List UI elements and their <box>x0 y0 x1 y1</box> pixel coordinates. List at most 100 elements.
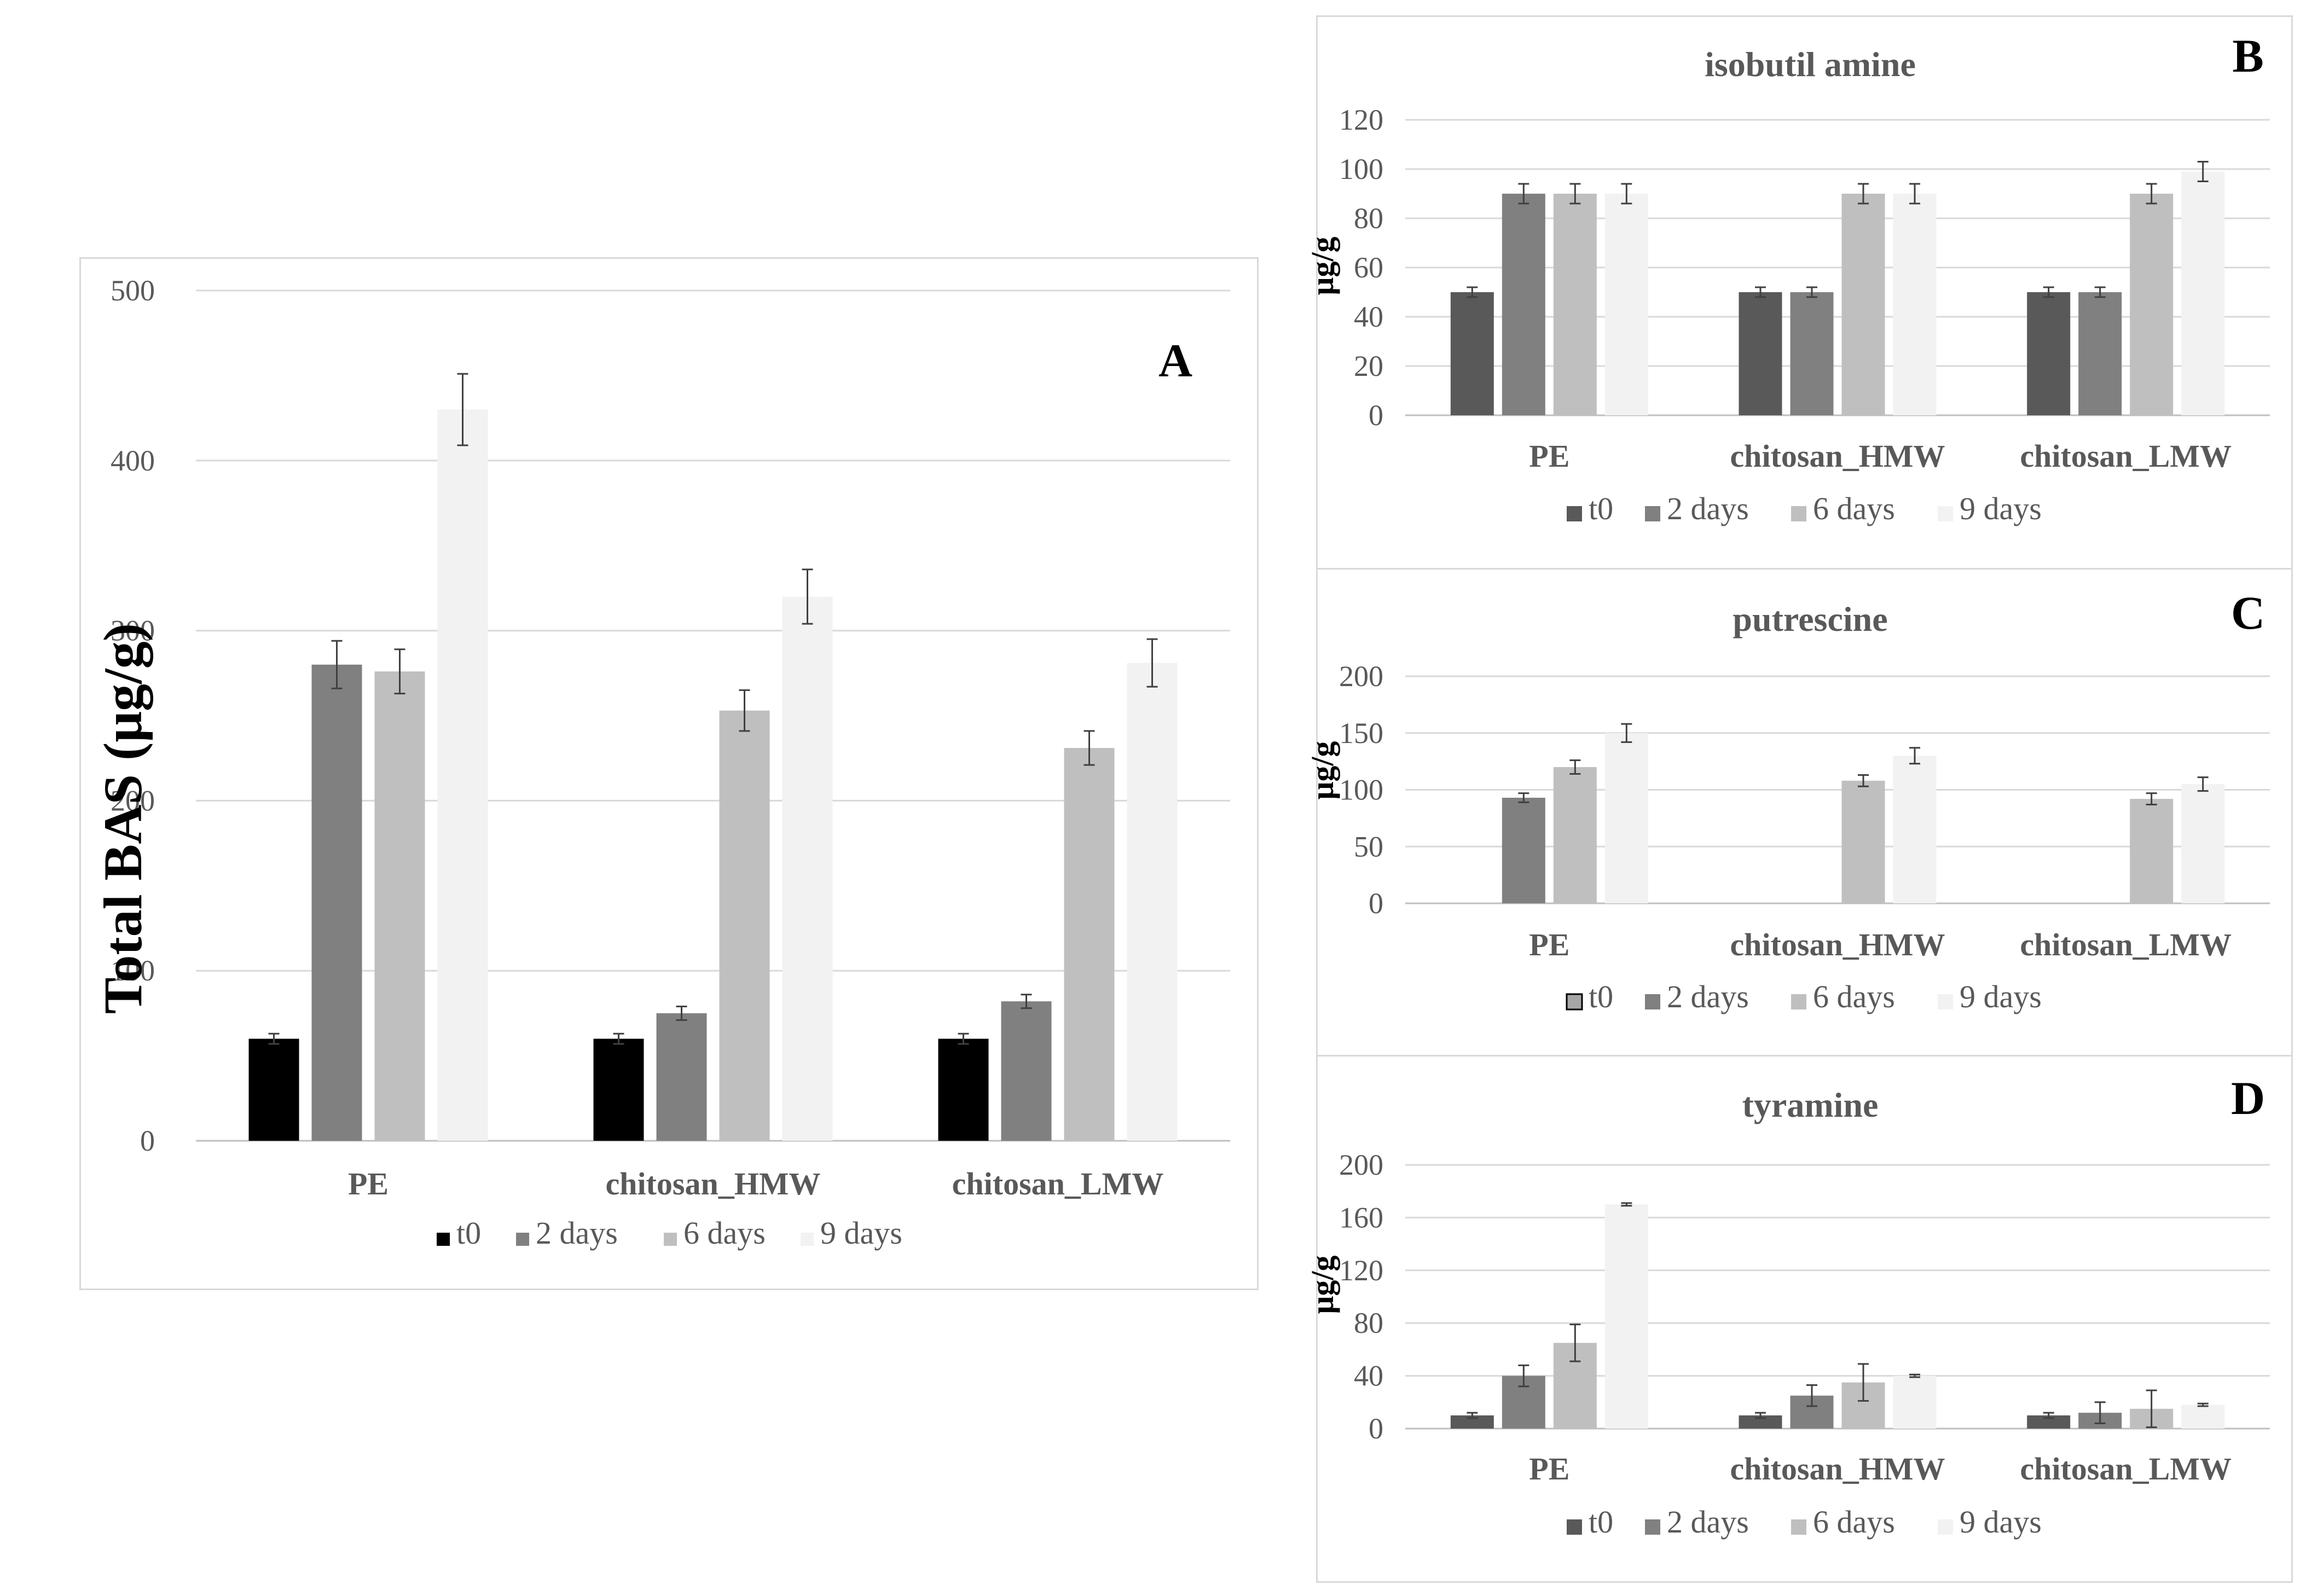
y-axis-label-d: μg/g <box>1305 1256 1340 1314</box>
error-bar-a-PE-6-days <box>394 648 405 695</box>
error-bar-c-PE-6-days <box>1569 759 1581 775</box>
legend-label-c-6-days: 6 days <box>1813 979 1895 1014</box>
legend-label-b-2-days: 2 days <box>1667 491 1749 526</box>
bar-b-PE-9-days <box>1604 194 1648 415</box>
error-bar-a-PE-t0 <box>268 1032 280 1045</box>
y-axis-label-a: Total BAS (μg/g) <box>92 623 153 1014</box>
bar-a-PE-6-days <box>374 671 425 1141</box>
legend-label-c-2-days: 2 days <box>1667 979 1749 1014</box>
y-tick-label-a-100: 100 <box>111 954 155 987</box>
legend-label-d-9-days: 9 days <box>1960 1504 2042 1540</box>
error-bar-a-PE-9-days <box>457 373 468 446</box>
error-bar-d-chitosan_LMW-6-days <box>2146 1389 2157 1429</box>
panel-letter-d: D <box>2231 1072 2265 1124</box>
error-bar-b-chitosan_LMW-t0 <box>2043 286 2054 298</box>
legend-swatch-d-6-days <box>1791 1519 1806 1535</box>
y-tick-label-a-300: 300 <box>111 614 155 647</box>
error-bar-c-chitosan_LMW-6-days <box>2146 792 2157 805</box>
error-bar-c-chitosan_LMW-9-days <box>2197 776 2209 792</box>
error-bar-a-chitosan_LMW-2-days <box>1021 994 1032 1009</box>
category-label-c-PE: PE <box>1529 927 1569 962</box>
y-tick-label-d-160: 160 <box>1339 1201 1383 1234</box>
legend-label-d-t0: t0 <box>1589 1504 1613 1540</box>
chart-panel-b: 0 20 40 60 80 100 120 PE chitosan_HMW chitosan_LM… <box>1305 15 2293 570</box>
y-tick-label-d-40: 40 <box>1354 1360 1383 1392</box>
error-bar-b-PE-9-days <box>1621 183 1632 205</box>
y-tick-label-d-200: 200 <box>1339 1148 1383 1181</box>
error-bar-b-chitosan_LMW-2-days <box>2094 286 2106 298</box>
error-bar-b-PE-t0 <box>1467 286 1478 298</box>
error-bar-a-chitosan_LMW-t0 <box>958 1032 969 1045</box>
legend-swatch-a-6-days <box>664 1233 677 1246</box>
bar-c-chitosan_LMW-6-days <box>2130 799 2174 903</box>
error-bar-c-chitosan_HMW-6-days <box>1858 774 1869 787</box>
bar-c-PE-9-days <box>1604 733 1648 903</box>
legend-label-c-9-days: 9 days <box>1960 979 2042 1014</box>
chart-a-svg: 0 100 200 300 400 500 PE chitosan_HMW chitosan_L… <box>92 274 1230 1251</box>
error-bar-a-chitosan_HMW-9-days <box>802 568 813 625</box>
y-tick-label-d-0: 0 <box>1369 1412 1383 1445</box>
legend-swatch-a-t0 <box>437 1233 450 1246</box>
bar-a-chitosan_LMW-6-days <box>1064 748 1115 1141</box>
chart-title-c: putrescine <box>1733 600 1887 639</box>
legend-label-b-6-days: 6 days <box>1813 491 1895 526</box>
error-bar-a-chitosan_LMW-6-days <box>1084 730 1095 766</box>
y-tick-label-c-50: 50 <box>1354 830 1383 863</box>
legend-swatch-d-2-days <box>1645 1519 1660 1535</box>
error-bar-b-chitosan_LMW-9-days <box>2197 161 2209 182</box>
legend-label-a-t0: t0 <box>456 1215 481 1251</box>
y-tick-label-b-60: 60 <box>1354 251 1383 284</box>
legend-swatch-d-t0 <box>1567 1519 1582 1535</box>
legend-label-d-6-days: 6 days <box>1813 1504 1895 1540</box>
error-bar-a-PE-2-days <box>331 640 343 689</box>
bar-b-chitosan_HMW-9-days <box>1893 194 1937 415</box>
error-bar-d-chitosan_LMW-2-days <box>2094 1401 2106 1424</box>
bar-b-PE-t0 <box>1450 292 1494 415</box>
y-tick-label-a-400: 400 <box>111 444 155 477</box>
bar-a-PE-2-days <box>311 664 362 1141</box>
legend-label-c-t0: t0 <box>1589 979 1613 1014</box>
error-bar-d-chitosan_HMW-t0 <box>1755 1412 1766 1419</box>
error-bar-a-chitosan_HMW-t0 <box>613 1032 624 1045</box>
error-bar-d-chitosan_HMW-9-days <box>1909 1373 1920 1378</box>
category-label-d-chitosan_LMW: chitosan_LMW <box>2020 1451 2232 1487</box>
bar-a-chitosan_LMW-9-days <box>1127 663 1178 1141</box>
error-bar-d-chitosan_LMW-t0 <box>2043 1412 2054 1419</box>
error-bar-a-chitosan_LMW-9-days <box>1146 638 1158 688</box>
error-bar-b-PE-6-days <box>1569 183 1581 205</box>
bar-a-chitosan_LMW-t0 <box>938 1038 989 1141</box>
legend-label-a-9-days: 9 days <box>820 1215 902 1251</box>
bar-b-chitosan_LMW-6-days <box>2130 194 2174 415</box>
bar-b-chitosan_LMW-9-days <box>2181 171 2225 415</box>
error-bar-d-PE-6-days <box>1569 1324 1581 1362</box>
error-bar-d-chitosan_HMW-2-days <box>1806 1384 1817 1407</box>
bar-b-chitosan_HMW-6-days <box>1841 194 1885 415</box>
y-axis-label-c: μg/g <box>1305 741 1340 800</box>
error-bar-a-chitosan_HMW-6-days <box>739 689 750 732</box>
error-bar-b-chitosan_HMW-9-days <box>1909 183 1920 205</box>
y-tick-label-c-0: 0 <box>1369 887 1383 920</box>
bar-b-PE-2-days <box>1502 194 1545 415</box>
y-tick-label-b-40: 40 <box>1354 300 1383 333</box>
y-tick-label-b-0: 0 <box>1369 399 1383 432</box>
legend-swatch-c-t0 <box>1566 993 1583 1011</box>
bar-c-chitosan_LMW-9-days <box>2181 784 2225 903</box>
error-bar-c-chitosan_HMW-9-days <box>1909 747 1920 765</box>
bar-a-chitosan_HMW-2-days <box>656 1013 707 1141</box>
error-bar-d-PE-2-days <box>1518 1364 1529 1388</box>
bar-c-PE-2-days <box>1502 798 1545 903</box>
bar-b-chitosan_HMW-t0 <box>1739 292 1782 415</box>
panel-letter-b: B <box>2232 30 2263 82</box>
bar-a-PE-t0 <box>248 1038 299 1141</box>
error-bar-d-PE-t0 <box>1467 1412 1478 1419</box>
category-label-b-PE: PE <box>1529 438 1569 474</box>
y-tick-label-c-200: 200 <box>1339 660 1383 693</box>
bar-c-PE-6-days <box>1553 767 1597 903</box>
y-tick-label-b-120: 120 <box>1339 103 1383 136</box>
chart-d-svg: 0 40 80 120 160 200 PE chitosan_HMW chitosan_LMW… <box>1305 1072 2270 1540</box>
chart-panel-c: 0 50 100 150 200 PE chitosan_HMW chitosan_LMW pu… <box>1305 568 2293 1057</box>
bar-d-chitosan_HMW-9-days <box>1893 1376 1937 1429</box>
legend-swatch-a-9-days <box>801 1233 814 1246</box>
bar-a-chitosan_LMW-2-days <box>1001 1001 1052 1141</box>
chart-c-svg: 0 50 100 150 200 PE chitosan_HMW chitosan_LMW pu… <box>1305 587 2270 1014</box>
